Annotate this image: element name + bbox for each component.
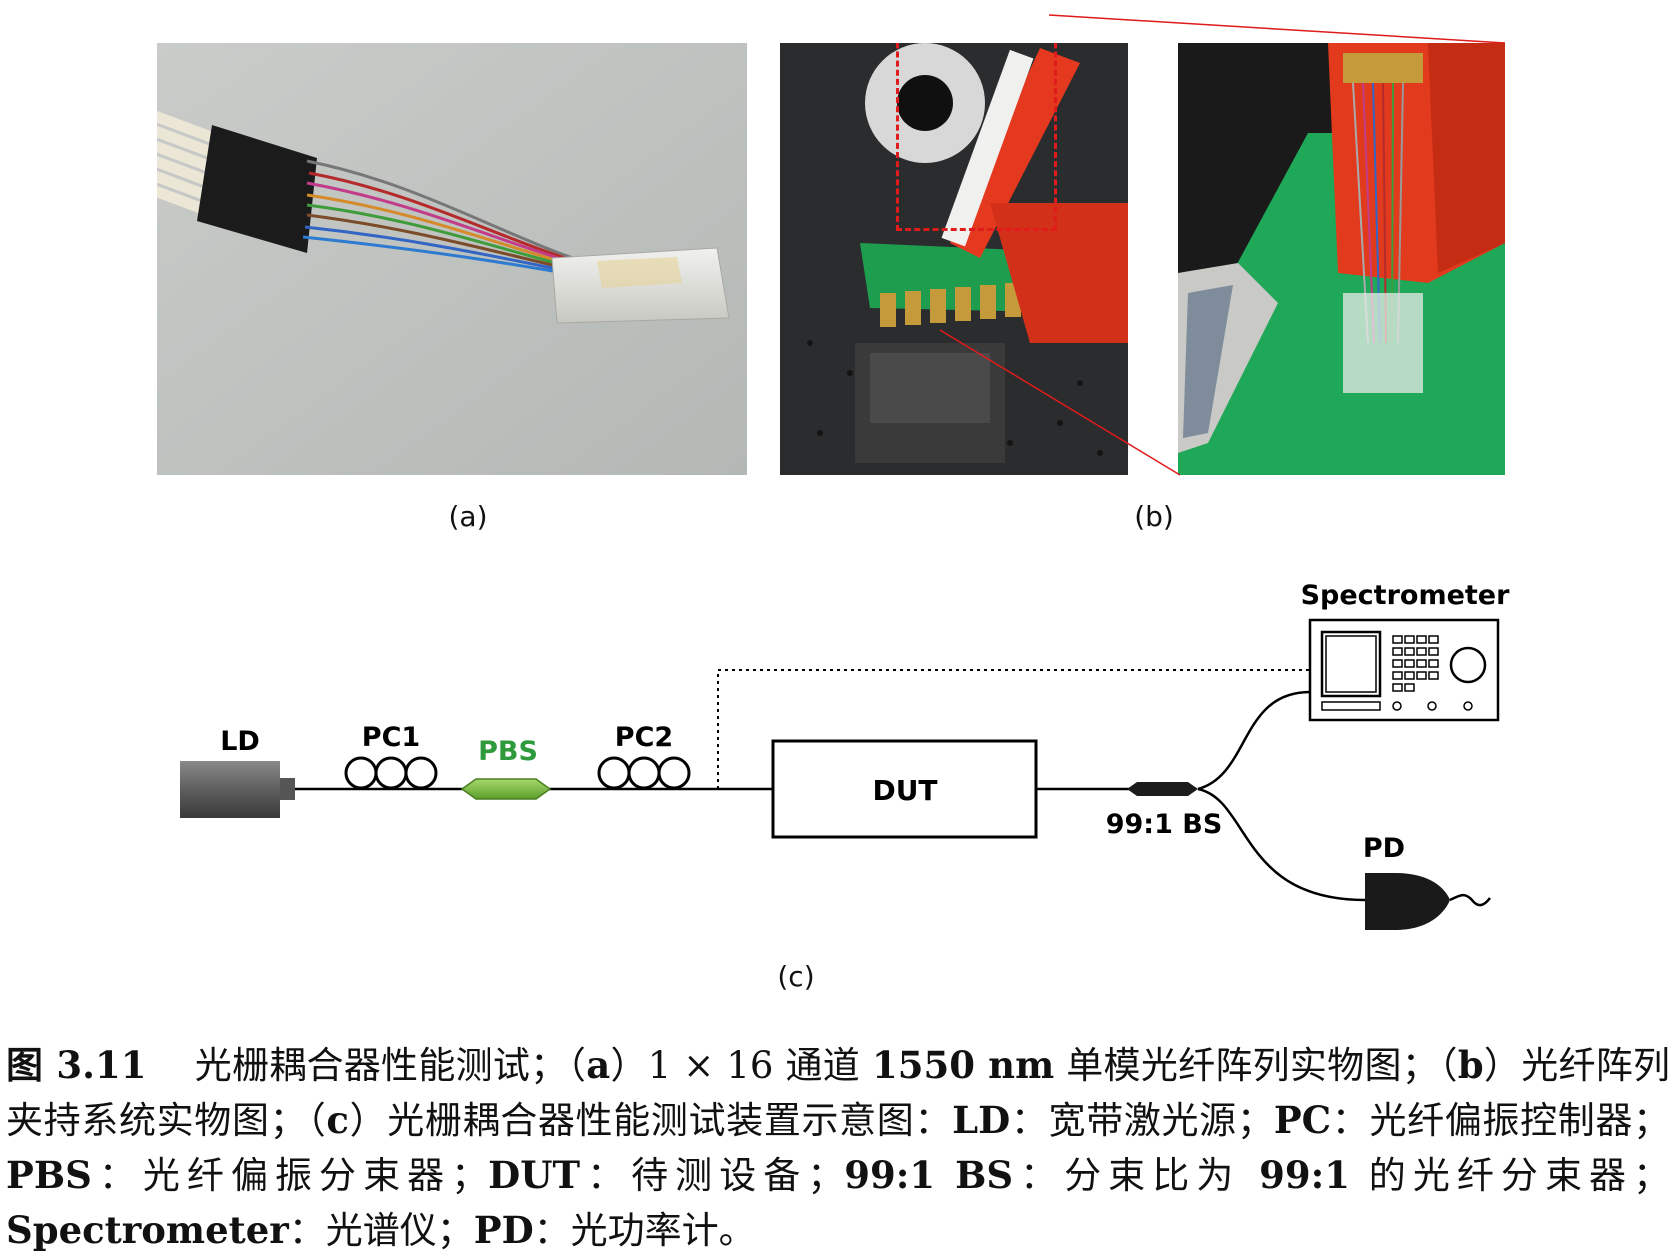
photo-fiber-array — [157, 43, 747, 475]
beam-splitter-icon — [1127, 690, 1366, 902]
dut-box — [771, 739, 1038, 839]
laser-diode-icon — [180, 761, 295, 818]
photo-closeup — [1178, 43, 1505, 475]
pbs-label: PBS — [478, 736, 538, 767]
bs-label: 99:1 BS — [1106, 809, 1223, 840]
photo-clamp-system — [780, 43, 1128, 475]
caption-title: 光栅耦合器性能测试；（ — [194, 1044, 587, 1087]
dotted-sync-line — [717, 669, 1310, 789]
figure-caption: 图 3.11 光栅耦合器性能测试；（a）1 × 16 通道 1550 nm 单模… — [6, 1043, 1671, 1252]
figure-number: 图 3.11 — [6, 1043, 147, 1087]
pbs-icon — [460, 778, 552, 800]
zoom-lines — [939, 14, 1506, 476]
zoom-dashed-box — [896, 43, 1057, 231]
panel-a-label: (a) — [448, 500, 488, 533]
spectrometer-icon — [1308, 618, 1500, 722]
ld-label: LD — [220, 726, 260, 757]
pc2-icon — [597, 756, 691, 790]
spectrometer-label: Spectrometer — [1301, 580, 1511, 611]
dut-label: DUT — [872, 774, 937, 807]
pd-label: PD — [1363, 833, 1405, 864]
photodetector-icon — [1365, 873, 1491, 930]
panel-b-label: (b) — [1134, 500, 1174, 533]
setup-schematic: LD PC1 PBS PC2 DUT 99:1 BS — [180, 580, 1511, 930]
panel-c-label: (c) — [777, 960, 815, 993]
pc1-label: PC1 — [362, 722, 420, 753]
pc2-label: PC2 — [615, 722, 673, 753]
pc1-icon — [344, 756, 438, 790]
